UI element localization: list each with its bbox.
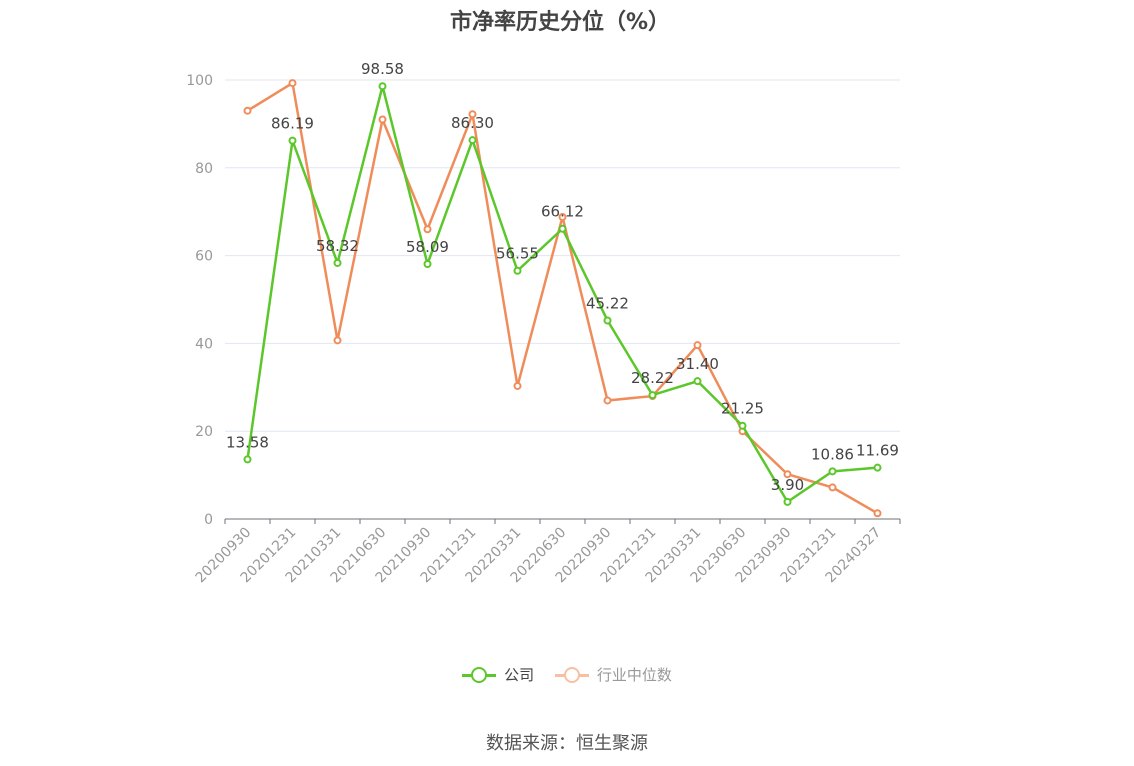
company-data-label: 45.22 [586, 294, 629, 312]
company-data-label: 56.55 [496, 245, 539, 263]
company-data-point[interactable] [603, 316, 612, 325]
industry-data-point[interactable] [378, 115, 387, 124]
y-tick-label: 100 [186, 73, 213, 89]
grid-lines [225, 79, 900, 432]
chart-title: 市净率历史分位（%） [449, 10, 671, 35]
company-data-label: 28.22 [631, 369, 674, 387]
company-data-label: 10.86 [811, 445, 854, 463]
industry-data-point[interactable] [333, 336, 342, 345]
company-data-point[interactable] [693, 377, 702, 386]
company-data-point[interactable] [243, 455, 252, 464]
industry-data-point[interactable] [828, 483, 837, 492]
legend-company-marker [462, 665, 497, 685]
company-data-label: 58.32 [316, 237, 359, 255]
company-data-point[interactable] [558, 224, 567, 233]
industry-data-point[interactable] [558, 212, 567, 221]
company-data-label: 66.12 [541, 203, 584, 221]
series-lines [243, 79, 882, 518]
industry-data-point[interactable] [423, 225, 432, 234]
company-data-point[interactable] [828, 467, 837, 476]
industry-data-point[interactable] [468, 110, 477, 119]
company-data-point[interactable] [513, 266, 522, 275]
line-chart: 0204060801002020093020201231202103312021… [186, 60, 901, 586]
company-data-point[interactable] [783, 497, 792, 506]
legend: 公司 行业中位数 [0, 664, 1134, 689]
data-labels: 13.58 86.19 58.32 98.58 58.09 86.30 56.55 66.12… [226, 60, 899, 494]
company-data-label: 58.09 [406, 238, 449, 256]
company-data-label: 21.25 [721, 400, 764, 418]
industry-data-point[interactable] [873, 509, 882, 518]
industry-series-line [246, 81, 879, 515]
axes: 0204060801002020093020201231202103312021… [186, 73, 901, 586]
company-data-point[interactable] [423, 259, 432, 268]
company-data-point[interactable] [378, 82, 387, 91]
legend-company-label: 公司 [504, 666, 535, 684]
company-data-label: 86.30 [451, 114, 494, 132]
company-data-label: 11.69 [856, 442, 899, 460]
y-tick-label: 60 [195, 249, 213, 265]
company-data-label: 13.58 [226, 433, 269, 451]
company-data-label: 3.90 [771, 476, 804, 494]
company-data-label: 86.19 [271, 115, 314, 133]
industry-data-point[interactable] [288, 79, 297, 88]
y-tick-label: 40 [195, 336, 213, 352]
company-data-label: 31.40 [676, 355, 719, 373]
industry-data-point[interactable] [513, 381, 522, 390]
company-data-point[interactable] [333, 258, 342, 267]
industry-data-point[interactable] [603, 396, 612, 405]
company-series-line [246, 84, 878, 504]
industry-data-point[interactable] [243, 106, 252, 115]
company-data-point[interactable] [738, 421, 747, 430]
industry-data-point[interactable] [693, 341, 702, 350]
y-tick-label: 80 [195, 161, 213, 177]
industry-data-point[interactable] [783, 470, 792, 479]
company-data-point[interactable] [873, 463, 882, 472]
company-data-point[interactable] [648, 391, 657, 400]
legend-item-company[interactable]: 公司 [462, 664, 534, 685]
y-tick-label: 20 [195, 424, 213, 440]
company-data-label: 98.58 [361, 60, 404, 78]
company-data-point[interactable] [468, 136, 477, 145]
legend-industry-marker [554, 665, 589, 685]
data-source: 数据来源：恒生聚源 [486, 733, 648, 754]
y-tick-label: 0 [204, 512, 213, 528]
legend-item-industry[interactable]: 行业中位数 [554, 664, 672, 685]
company-data-point[interactable] [288, 136, 297, 145]
legend-industry-label: 行业中位数 [596, 666, 672, 684]
